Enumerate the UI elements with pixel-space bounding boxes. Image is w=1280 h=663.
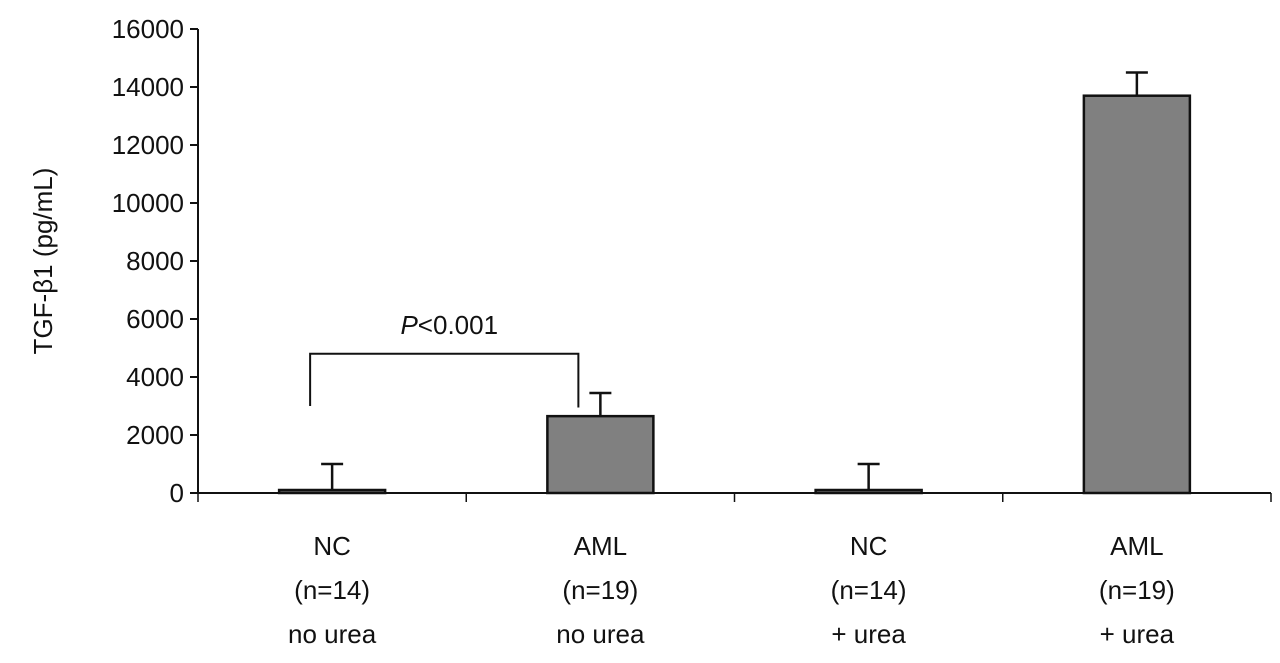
y-tick-label: 12000 xyxy=(112,130,184,160)
x-tick-labels: NC (n=14) no urea AML (n=19) no urea NC (n=14) +… xyxy=(288,531,1175,649)
x-category-label: AML xyxy=(574,531,627,561)
significance-p-value: <0.001 xyxy=(418,310,498,340)
x-category-label: + urea xyxy=(831,619,906,649)
x-category-label: no urea xyxy=(556,619,645,649)
y-tick-label: 0 xyxy=(170,478,184,508)
significance-p-symbol: P xyxy=(400,310,418,340)
x-category-label: AML xyxy=(1110,531,1163,561)
annotations: P<0.001 xyxy=(309,310,580,408)
x-category-label: (n=19) xyxy=(1099,575,1175,605)
x-category-label: (n=19) xyxy=(562,575,638,605)
x-category-label: NC xyxy=(850,531,888,561)
y-axis-label: TGF-β1 (pg/mL) xyxy=(28,168,58,355)
y-tick-label: 4000 xyxy=(126,362,184,392)
x-category-label: + urea xyxy=(1100,619,1175,649)
y-tick-label: 14000 xyxy=(112,72,184,102)
error-bars xyxy=(321,71,1148,490)
bars xyxy=(277,94,1192,495)
y-ticks: 0 2000 4000 6000 8000 10000 12000 14000 16000 xyxy=(112,14,198,508)
y-tick-label: 16000 xyxy=(112,14,184,44)
x-category-label: (n=14) xyxy=(294,575,370,605)
x-category-label: (n=14) xyxy=(831,575,907,605)
y-tick-label: 6000 xyxy=(126,304,184,334)
bar xyxy=(277,488,387,495)
y-tick-label: 10000 xyxy=(112,188,184,218)
y-tick-label: 2000 xyxy=(126,420,184,450)
significance-label: P<0.001 xyxy=(400,310,498,340)
bar xyxy=(546,414,655,495)
x-category-label: no urea xyxy=(288,619,377,649)
y-axis-label-group: TGF-β1 (pg/mL) xyxy=(28,168,58,355)
x-category-label: NC xyxy=(313,531,351,561)
y-tick-label: 8000 xyxy=(126,246,184,276)
significance-bracket xyxy=(309,352,580,408)
bar xyxy=(1082,94,1192,495)
bar xyxy=(814,488,923,495)
